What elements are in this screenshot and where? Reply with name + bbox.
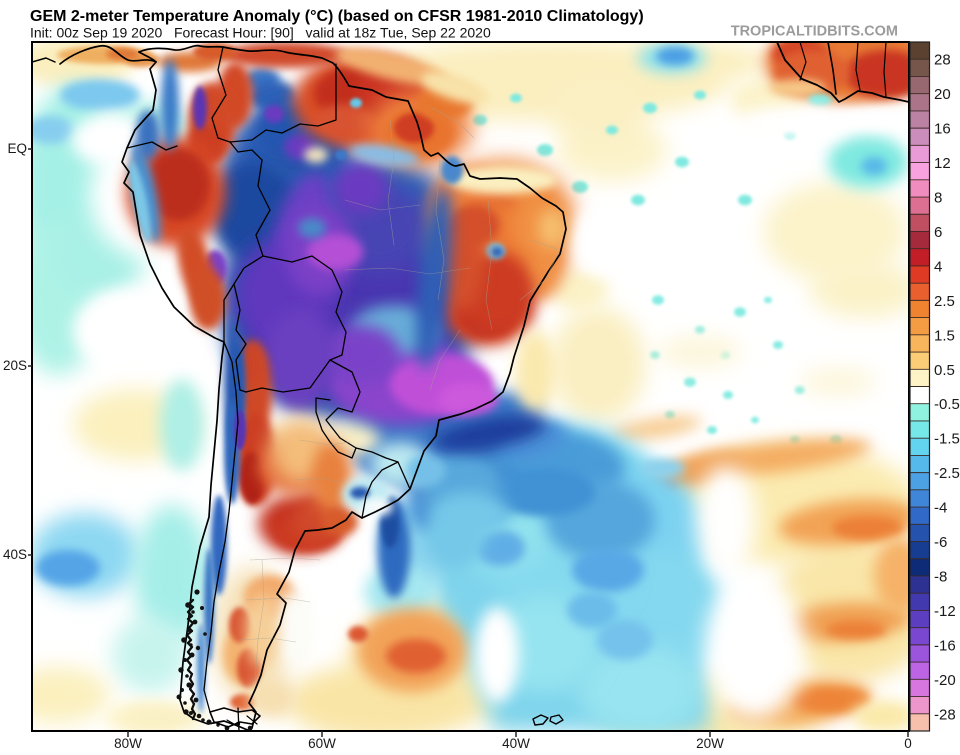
svg-text:-0.5: -0.5 [934,396,960,413]
svg-text:EQ: EQ [7,141,27,156]
svg-text:0: 0 [904,736,912,750]
svg-text:-20: -20 [934,672,956,689]
svg-text:-1.5: -1.5 [934,431,960,448]
svg-text:-28: -28 [934,706,956,723]
svg-text:4: 4 [934,258,942,275]
svg-text:2.5: 2.5 [934,293,955,310]
svg-text:-4: -4 [934,500,947,517]
svg-text:6: 6 [934,224,942,241]
svg-text:-16: -16 [934,637,956,654]
svg-text:TROPICALTIDBITS.COM: TROPICALTIDBITS.COM [731,24,898,40]
svg-text:28: 28 [934,52,951,69]
svg-text:80W: 80W [114,736,142,750]
svg-text:Init: 00z Sep 19 2020 Foreca: Init: 00z Sep 19 2020 Forecast Hour: [90… [30,25,491,41]
svg-text:-6: -6 [934,534,947,551]
svg-text:12: 12 [934,155,951,172]
svg-text:1.5: 1.5 [934,327,955,344]
svg-text:0.5: 0.5 [934,362,955,379]
svg-text:GEM 2-meter Temperature Anomal: GEM 2-meter Temperature Anomaly (°C) (ba… [30,8,644,25]
svg-text:8: 8 [934,190,942,207]
svg-text:20S: 20S [3,358,27,373]
svg-text:16: 16 [934,121,951,138]
svg-text:-12: -12 [934,603,956,620]
svg-text:-2.5: -2.5 [934,465,960,482]
svg-text:40S: 40S [3,547,27,562]
svg-text:20: 20 [934,86,951,103]
svg-text:-8: -8 [934,568,947,585]
svg-text:40W: 40W [502,736,530,750]
svg-text:20W: 20W [696,736,724,750]
svg-text:60W: 60W [308,736,336,750]
